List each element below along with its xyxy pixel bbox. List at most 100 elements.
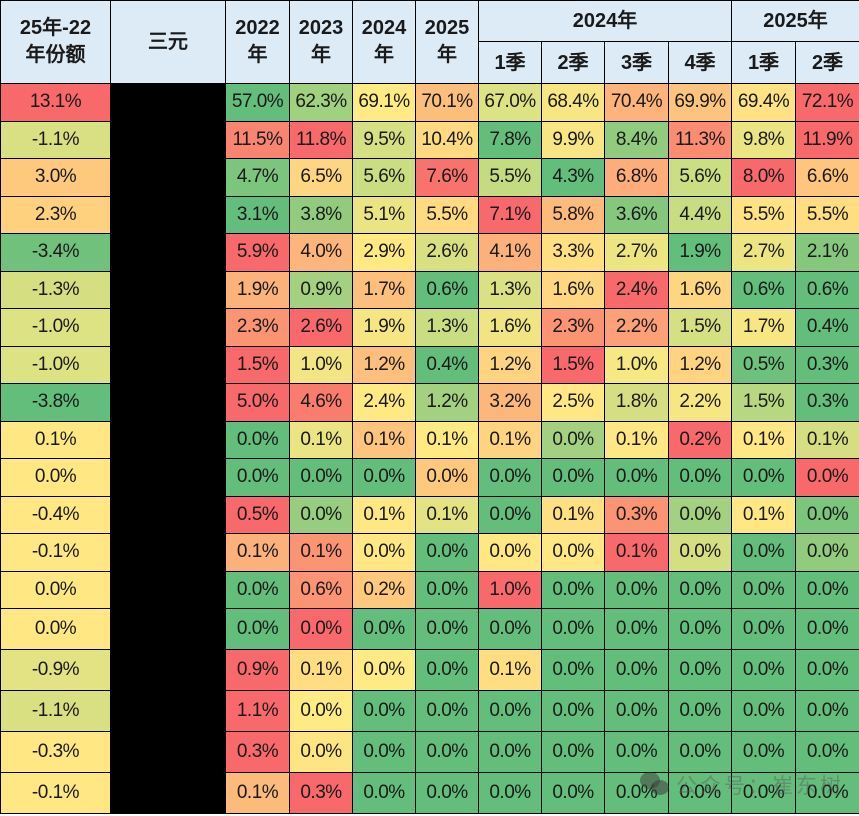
share-change-cell: -1.0% bbox=[0, 308, 111, 347]
share-value-cell: 0.0% bbox=[289, 731, 353, 773]
header-year-suffix: 年 bbox=[311, 44, 331, 66]
share-value-cell: 11.5% bbox=[225, 120, 290, 159]
share-value-cell: 72.1% bbox=[795, 83, 859, 122]
share-change-cell: -3.8% bbox=[0, 383, 111, 422]
share-value-cell: 3.2% bbox=[478, 383, 542, 422]
share-value-cell: 2.1% bbox=[795, 233, 859, 272]
share-value-cell: 0.1% bbox=[415, 420, 479, 459]
header-group-2024: 2024年 bbox=[478, 0, 732, 42]
share-change-cell: 0.0% bbox=[0, 608, 111, 650]
share-value-cell: 0.4% bbox=[795, 308, 859, 347]
share-value-cell: 0.0% bbox=[415, 570, 479, 609]
share-value-cell: 0.0% bbox=[289, 690, 353, 732]
share-value-cell: 3.6% bbox=[604, 195, 669, 234]
share-value-cell: 0.4% bbox=[415, 345, 479, 384]
share-value-cell: 68.4% bbox=[541, 83, 605, 122]
share-value-cell: 0.0% bbox=[352, 608, 416, 650]
share-value-cell: 1.6% bbox=[668, 270, 732, 309]
share-value-cell: 7.1% bbox=[478, 195, 542, 234]
table-body: 13.1% 57.0% 62.3% 69.1% 70.1% 67.0% 68.4% 70.4%… bbox=[0, 83, 859, 814]
share-value-cell: 1.8% bbox=[604, 383, 669, 422]
share-value-cell: 1.7% bbox=[352, 270, 416, 309]
share-value-cell: 0.0% bbox=[289, 495, 353, 534]
share-change-cell: -1.0% bbox=[0, 345, 111, 384]
share-value-cell: 0.0% bbox=[795, 570, 859, 609]
share-value-cell: 0.0% bbox=[668, 772, 732, 814]
share-value-cell: 1.5% bbox=[225, 345, 290, 384]
table-row: -1.0% 1.5% 1.0% 1.2% 0.4% 1.2% 1.5% 1.0% 1.2% 0.5… bbox=[0, 345, 859, 384]
share-value-cell: 1.5% bbox=[731, 383, 796, 422]
share-value-cell: 2.6% bbox=[415, 233, 479, 272]
share-value-cell: 0.3% bbox=[604, 495, 669, 534]
share-value-cell: 0.0% bbox=[415, 772, 479, 814]
share-value-cell: 0.0% bbox=[541, 420, 605, 459]
share-value-cell: 0.2% bbox=[352, 570, 416, 609]
share-value-cell: 0.0% bbox=[795, 690, 859, 732]
share-value-cell: 2.2% bbox=[604, 308, 669, 347]
share-value-cell: 11.3% bbox=[668, 120, 732, 159]
share-value-cell: 0.0% bbox=[668, 649, 732, 691]
share-value-cell: 0.0% bbox=[478, 731, 542, 773]
share-value-cell: 9.9% bbox=[541, 120, 605, 159]
share-value-cell: 0.0% bbox=[478, 495, 542, 534]
share-value-cell: 0.0% bbox=[541, 533, 605, 572]
share-change-cell: -1.3% bbox=[0, 270, 111, 309]
share-value-cell: 0.0% bbox=[415, 458, 479, 497]
share-value-cell: 3.1% bbox=[225, 195, 290, 234]
share-value-cell: 5.5% bbox=[478, 158, 542, 197]
share-value-cell: 1.5% bbox=[668, 308, 732, 347]
redacted-name-cell bbox=[110, 731, 226, 773]
share-value-cell: 0.1% bbox=[289, 533, 353, 572]
share-value-cell: 62.3% bbox=[289, 83, 353, 122]
share-value-cell: 0.1% bbox=[289, 649, 353, 691]
share-value-cell: 0.0% bbox=[731, 772, 796, 814]
share-value-cell: 5.5% bbox=[415, 195, 479, 234]
share-value-cell: 6.6% bbox=[795, 158, 859, 197]
share-value-cell: 0.1% bbox=[795, 420, 859, 459]
header-year-label: 2025 bbox=[424, 17, 470, 39]
table-row: 0.0% 0.0% 0.0% 0.0% 0.0% 0.0% 0.0% 0.0% 0.0% 0.0%… bbox=[0, 608, 859, 650]
share-value-cell: 0.5% bbox=[225, 495, 290, 534]
header-year-2025: 2025 年 bbox=[415, 0, 479, 84]
share-value-cell: 0.0% bbox=[541, 649, 605, 691]
share-value-cell: 4.7% bbox=[225, 158, 290, 197]
share-value-cell: 0.0% bbox=[352, 690, 416, 732]
table-row: 13.1% 57.0% 62.3% 69.1% 70.1% 67.0% 68.4% 70.4%… bbox=[0, 83, 859, 122]
share-change-cell: -1.1% bbox=[0, 690, 111, 732]
table-row: -1.3% 1.9% 0.9% 1.7% 0.6% 1.3% 1.6% 2.4% 1.6% 0.6… bbox=[0, 270, 859, 309]
share-value-cell: 5.9% bbox=[225, 233, 290, 272]
share-value-cell: 1.2% bbox=[668, 345, 732, 384]
share-value-cell: 1.6% bbox=[478, 308, 542, 347]
share-change-cell: -3.4% bbox=[0, 233, 111, 272]
redacted-name-cell bbox=[110, 345, 226, 384]
share-value-cell: 1.0% bbox=[289, 345, 353, 384]
share-value-cell: 8.4% bbox=[604, 120, 669, 159]
header-ternary: 三元 bbox=[110, 0, 226, 84]
share-value-cell: 9.8% bbox=[731, 120, 796, 159]
share-value-cell: 70.4% bbox=[604, 83, 669, 122]
header-year-2022: 2022 年 bbox=[225, 0, 290, 84]
header-year-label: 2024 bbox=[361, 17, 407, 39]
share-value-cell: 5.5% bbox=[795, 195, 859, 234]
table-row: -1.1% 11.5% 11.8% 9.5% 10.4% 7.8% 9.9% 8.4% 11.3… bbox=[0, 120, 859, 159]
share-value-cell: 5.5% bbox=[731, 195, 796, 234]
share-value-cell: 0.1% bbox=[225, 772, 290, 814]
header-share-change: 25年-22 年份额 bbox=[0, 0, 111, 84]
share-value-cell: 11.9% bbox=[795, 120, 859, 159]
table-row: -1.1% 1.1% 0.0% 0.0% 0.0% 0.0% 0.0% 0.0% 0.0% 0.0… bbox=[0, 690, 859, 732]
share-value-cell: 2.7% bbox=[604, 233, 669, 272]
redacted-name-cell bbox=[110, 383, 226, 422]
share-value-cell: 0.0% bbox=[731, 570, 796, 609]
table-row: -0.9% 0.9% 0.1% 0.0% 0.0% 0.1% 0.0% 0.0% 0.0% 0.0… bbox=[0, 649, 859, 691]
share-value-cell: 0.0% bbox=[352, 649, 416, 691]
share-value-cell: 0.6% bbox=[795, 270, 859, 309]
share-change-cell: -0.1% bbox=[0, 533, 111, 572]
share-value-cell: 0.0% bbox=[604, 608, 669, 650]
share-value-cell: 0.0% bbox=[795, 772, 859, 814]
table-row: 0.0% 0.0% 0.0% 0.0% 0.0% 0.0% 0.0% 0.0% 0.0% 0.0%… bbox=[0, 458, 859, 497]
share-value-cell: 9.5% bbox=[352, 120, 416, 159]
share-value-cell: 67.0% bbox=[478, 83, 542, 122]
share-value-cell: 0.1% bbox=[604, 420, 669, 459]
share-value-cell: 0.1% bbox=[225, 533, 290, 572]
share-change-cell: 0.0% bbox=[0, 570, 111, 609]
